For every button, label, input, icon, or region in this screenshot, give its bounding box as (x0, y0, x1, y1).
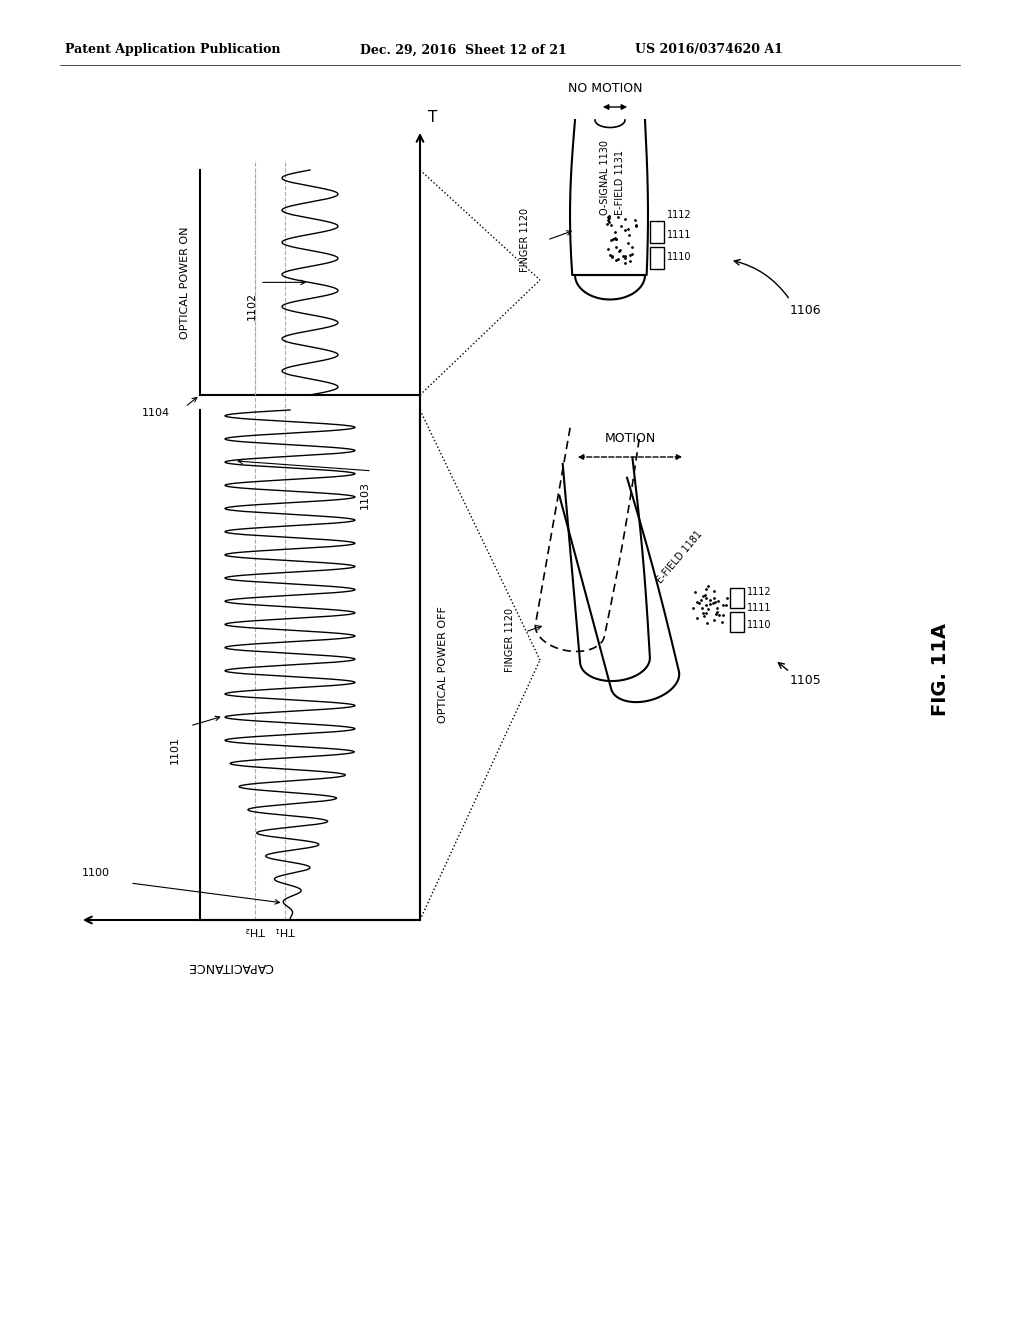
Text: 1112: 1112 (746, 587, 772, 597)
Text: TH₁: TH₁ (275, 925, 295, 935)
Text: 1100: 1100 (82, 869, 110, 878)
Text: FINGER 1120: FINGER 1120 (520, 209, 530, 272)
Bar (730, 587, 744, 609)
Text: CAPACITANCE: CAPACITANCE (187, 960, 273, 973)
Bar (650, 220, 664, 243)
Text: FIG. 11A: FIG. 11A (931, 623, 949, 717)
Text: Dec. 29, 2016  Sheet 12 of 21: Dec. 29, 2016 Sheet 12 of 21 (360, 44, 566, 57)
Text: FINGER 1120: FINGER 1120 (505, 609, 515, 672)
Text: TH₂: TH₂ (245, 925, 265, 935)
Text: T: T (428, 110, 437, 125)
Text: O-SIGNAL 1130: O-SIGNAL 1130 (600, 140, 610, 215)
Text: OPTICAL POWER ON: OPTICAL POWER ON (180, 226, 190, 339)
Text: 1101: 1101 (170, 737, 180, 764)
Text: OPTICAL POWER OFF: OPTICAL POWER OFF (438, 607, 449, 723)
Bar (730, 612, 744, 632)
Text: 1111: 1111 (667, 230, 691, 240)
Bar (650, 247, 664, 269)
Text: 1102: 1102 (247, 292, 257, 321)
Text: E-FIELD 1131: E-FIELD 1131 (615, 150, 625, 215)
Text: MOTION: MOTION (604, 432, 655, 445)
Text: NO MOTION: NO MOTION (567, 82, 642, 95)
Text: US 2016/0374620 A1: US 2016/0374620 A1 (635, 44, 783, 57)
Text: 1110: 1110 (746, 620, 771, 630)
Text: 1111: 1111 (746, 603, 771, 612)
Text: 1112: 1112 (667, 210, 691, 220)
Text: 1106: 1106 (790, 304, 821, 317)
Text: E-FIELD 1181: E-FIELD 1181 (655, 529, 705, 585)
Text: 1105: 1105 (790, 673, 821, 686)
Text: 1110: 1110 (667, 252, 691, 261)
Text: 1104: 1104 (142, 408, 170, 418)
Text: Patent Application Publication: Patent Application Publication (65, 44, 281, 57)
Text: 1103: 1103 (360, 480, 370, 508)
